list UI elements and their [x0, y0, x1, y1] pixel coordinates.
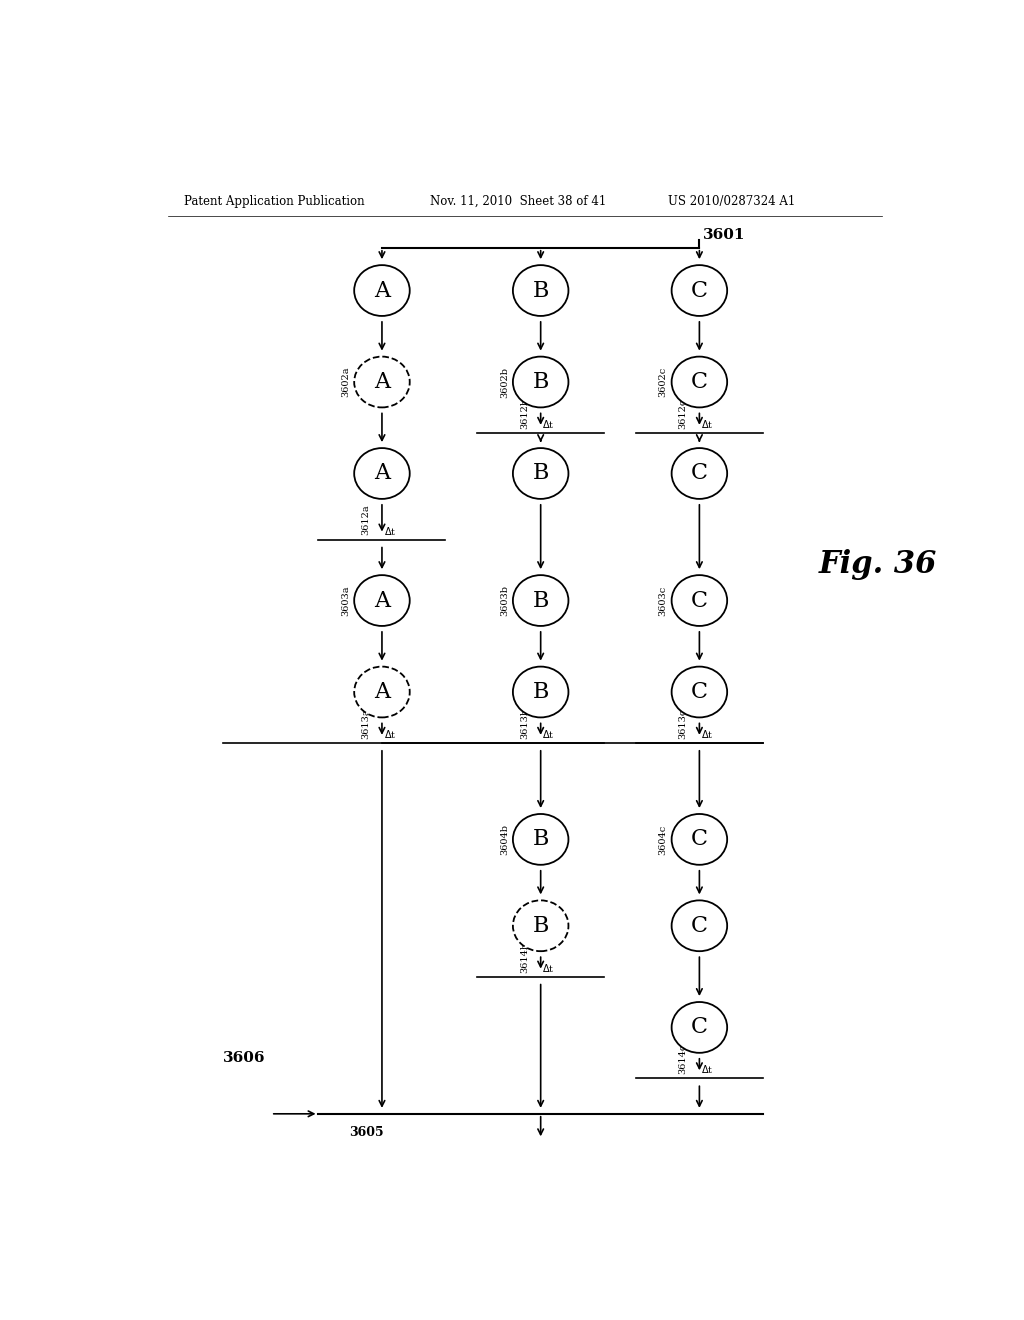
Text: 3614c: 3614c: [679, 1044, 687, 1074]
Ellipse shape: [354, 667, 410, 718]
Text: C: C: [691, 829, 708, 850]
Text: $\Delta$t: $\Delta$t: [701, 727, 714, 739]
Text: C: C: [691, 681, 708, 704]
Text: 3613c: 3613c: [679, 709, 687, 739]
Text: $\Delta$t: $\Delta$t: [701, 417, 714, 430]
Text: 3612c: 3612c: [679, 399, 687, 429]
Text: 3614b: 3614b: [520, 941, 528, 973]
Ellipse shape: [354, 356, 410, 408]
Text: B: B: [532, 829, 549, 850]
Text: 3602a: 3602a: [341, 367, 350, 397]
Ellipse shape: [672, 447, 727, 499]
Text: C: C: [691, 1016, 708, 1039]
Ellipse shape: [672, 356, 727, 408]
Ellipse shape: [672, 265, 727, 315]
Text: A: A: [374, 462, 390, 484]
Text: B: B: [532, 681, 549, 704]
Text: 3602b: 3602b: [500, 367, 509, 397]
Ellipse shape: [354, 576, 410, 626]
Ellipse shape: [513, 667, 568, 718]
Text: Nov. 11, 2010  Sheet 38 of 41: Nov. 11, 2010 Sheet 38 of 41: [430, 194, 606, 207]
Text: $\Delta$t: $\Delta$t: [543, 727, 555, 739]
Text: 3603c: 3603c: [658, 585, 668, 615]
Text: 3604b: 3604b: [500, 824, 509, 855]
Text: 3606: 3606: [223, 1051, 266, 1065]
Text: $\Delta$t: $\Delta$t: [384, 727, 396, 739]
Text: US 2010/0287324 A1: US 2010/0287324 A1: [668, 194, 795, 207]
Text: B: B: [532, 915, 549, 937]
Text: $\Delta$t: $\Delta$t: [543, 961, 555, 974]
Text: 3612a: 3612a: [361, 504, 370, 536]
Ellipse shape: [513, 900, 568, 952]
Text: $\Delta$t: $\Delta$t: [543, 417, 555, 430]
Text: B: B: [532, 371, 549, 393]
Text: Fig. 36: Fig. 36: [818, 549, 937, 581]
Text: $\Delta$t: $\Delta$t: [384, 524, 396, 536]
Text: A: A: [374, 371, 390, 393]
Ellipse shape: [672, 900, 727, 952]
Ellipse shape: [513, 265, 568, 315]
Ellipse shape: [672, 1002, 727, 1053]
Text: 3601: 3601: [703, 228, 745, 242]
Ellipse shape: [672, 667, 727, 718]
Ellipse shape: [513, 576, 568, 626]
Text: 3613a: 3613a: [361, 708, 370, 739]
Ellipse shape: [672, 814, 727, 865]
Text: $\Delta$t: $\Delta$t: [701, 1063, 714, 1076]
Text: C: C: [691, 915, 708, 937]
Text: 3604c: 3604c: [658, 824, 668, 854]
Text: 3613b: 3613b: [520, 708, 528, 739]
Text: 3602c: 3602c: [658, 367, 668, 397]
Text: B: B: [532, 590, 549, 611]
Text: C: C: [691, 462, 708, 484]
Text: C: C: [691, 371, 708, 393]
Text: C: C: [691, 280, 708, 301]
Ellipse shape: [354, 265, 410, 315]
Text: A: A: [374, 681, 390, 704]
Text: A: A: [374, 590, 390, 611]
Ellipse shape: [354, 447, 410, 499]
Text: A: A: [374, 280, 390, 301]
Ellipse shape: [672, 576, 727, 626]
Text: 3603b: 3603b: [500, 585, 509, 616]
Text: C: C: [691, 590, 708, 611]
Text: B: B: [532, 280, 549, 301]
Ellipse shape: [513, 447, 568, 499]
Ellipse shape: [513, 814, 568, 865]
Text: 3605: 3605: [349, 1126, 383, 1139]
Text: 3612b: 3612b: [520, 397, 528, 429]
Ellipse shape: [513, 356, 568, 408]
Text: 3603a: 3603a: [341, 585, 350, 616]
Text: Patent Application Publication: Patent Application Publication: [183, 194, 365, 207]
Text: B: B: [532, 462, 549, 484]
